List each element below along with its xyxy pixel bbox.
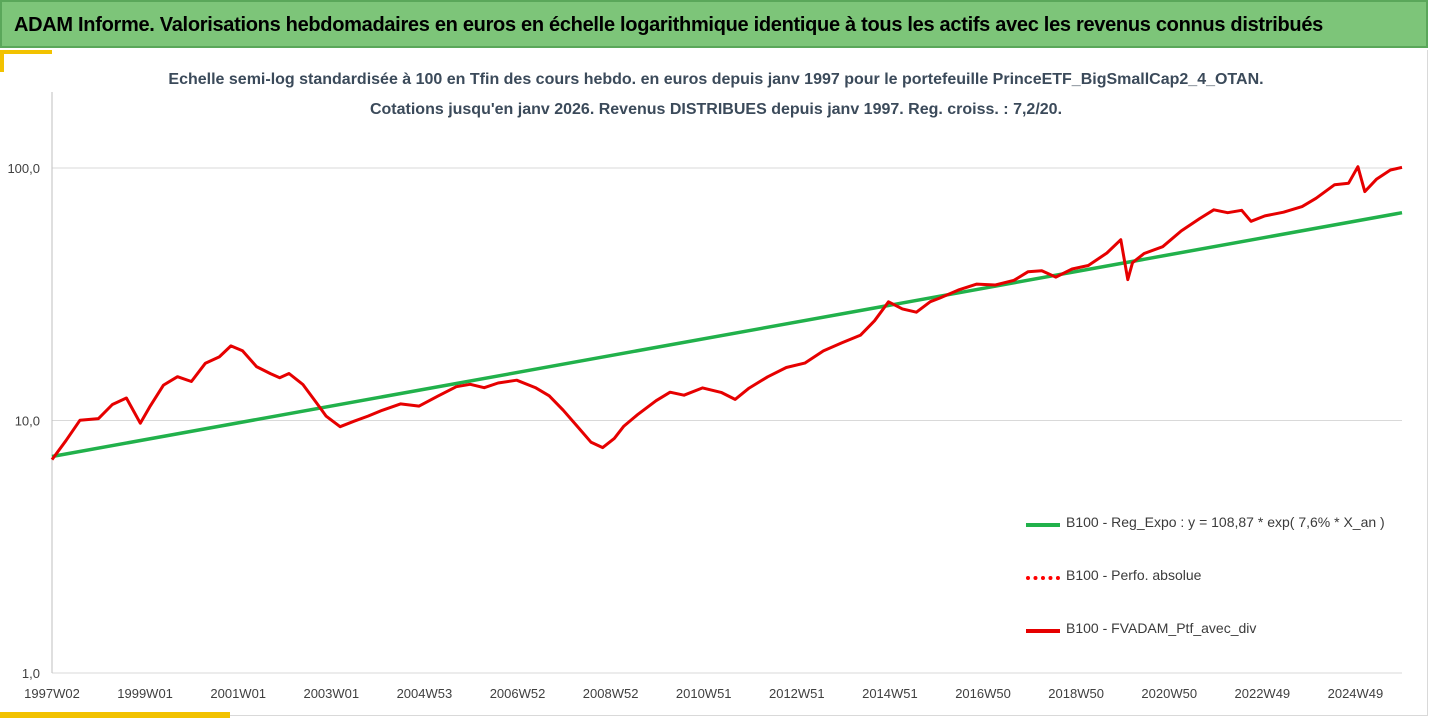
x-tick-label: 2004W53 [397, 686, 453, 701]
series-line-0 [51, 210, 1403, 459]
chart-frame [2, 50, 1428, 716]
x-tick-label: 1997W02 [24, 686, 80, 701]
legend-label-perfo: B100 - Perfo. absolue [1066, 567, 1202, 583]
x-tick-label: 2022W49 [1235, 686, 1291, 701]
y-tick-label: 100,0 [7, 161, 40, 176]
x-tick-label: 2001W01 [210, 686, 266, 701]
chart-title-line-2: Cotations jusqu'en janv 2026. Revenus DI… [369, 101, 1063, 118]
x-tick-label: 2010W51 [676, 686, 732, 701]
accent-corner-top [0, 50, 4, 72]
x-tick-label: 2003W01 [303, 686, 359, 701]
x-tick-label: 1999W01 [117, 686, 173, 701]
x-tick-label: 2006W52 [490, 686, 546, 701]
report-banner: ADAM Informe. Valorisations hebdomadaire… [0, 0, 1428, 48]
x-tick-label: 2014W51 [862, 686, 918, 701]
accent-corner-bottom [0, 712, 230, 718]
legend-swatch-portfolio [1026, 629, 1060, 633]
legend-swatch-regression [1026, 523, 1060, 527]
x-tick-label: 2018W50 [1048, 686, 1104, 701]
legend-swatch-perfo [1026, 576, 1060, 580]
x-tick-label: 2020W50 [1141, 686, 1197, 701]
report-title: ADAM Informe. Valorisations hebdomadaire… [14, 14, 1323, 36]
chart-title-line-1: Echelle semi-log standardisée à 100 en T… [168, 71, 1264, 88]
y-tick-label: 1,0 [22, 666, 40, 681]
x-tick-label: 2024W49 [1328, 686, 1384, 701]
x-tick-label: 2008W52 [583, 686, 639, 701]
x-tick-label: 2016W50 [955, 686, 1011, 701]
legend-label-regression: B100 - Reg_Expo : y = 108,87 * exp( 7,6%… [1066, 514, 1385, 530]
accent-corner-top-bar [0, 50, 52, 54]
x-tick-label: 2012W51 [769, 686, 825, 701]
legend-label-portfolio: B100 - FVADAM_Ptf_avec_div [1066, 620, 1257, 636]
series-line-2 [50, 165, 1403, 461]
y-tick-label: 10,0 [15, 414, 40, 429]
